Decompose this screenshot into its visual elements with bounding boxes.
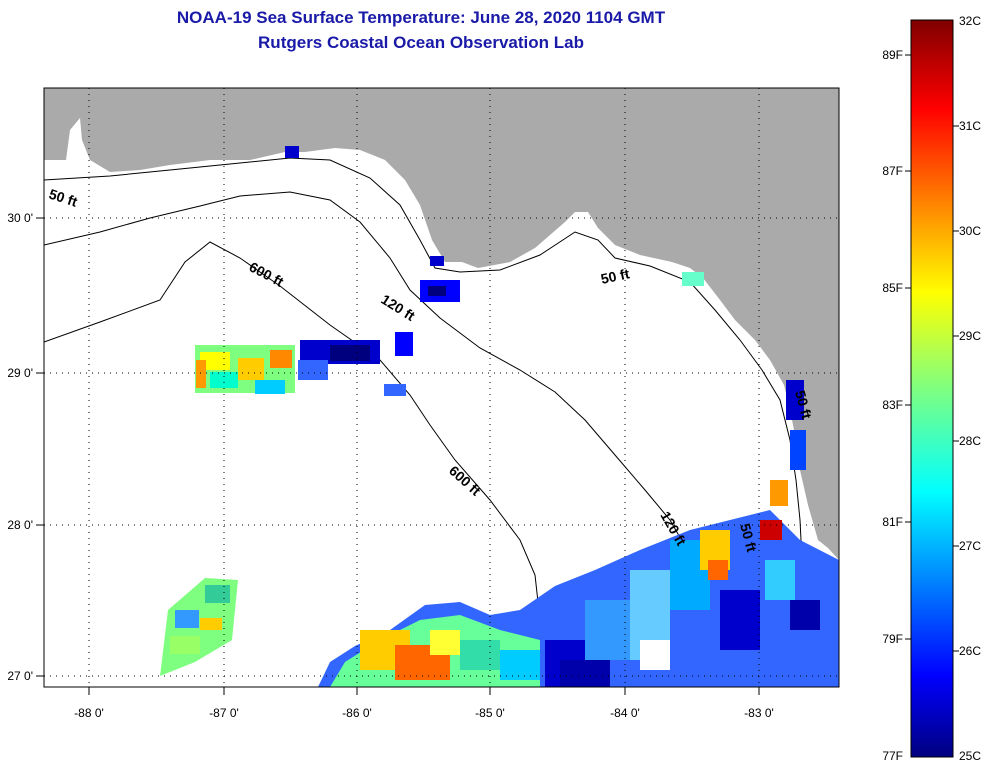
colorbar-celsius-label: 32C [959,14,981,28]
isobath-label: 50 ft [737,522,760,554]
colorbar-ticks [905,54,959,652]
lon-label: -86 0' [342,706,372,720]
colorbar-celsius-label: 31C [959,119,981,133]
lon-label: -85 0' [475,706,505,720]
isobath-label: 50 ft [792,389,815,421]
lat-label: 30 0' [7,211,33,225]
colorbar-fahrenheit-label: 83F [882,398,903,412]
colorbar-fahrenheit-label: 81F [882,515,903,529]
lat-label: 27 0' [7,669,33,683]
colorbar-celsius-label: 25C [959,749,981,763]
colorbar-fahrenheit-label: 85F [882,281,903,295]
colorbar-celsius-label: 27C [959,539,981,553]
land-mass [44,88,839,560]
colorbar-fahrenheit-label: 79F [882,632,903,646]
lat-label: 28 0' [7,518,33,532]
sst-data-layer [160,146,839,687]
map-subtitle: Rutgers Coastal Ocean Observation Lab [258,33,584,52]
lon-label: -84 0' [610,706,640,720]
colorbar-fahrenheit-label: 89F [882,48,903,62]
isobath-label: 50 ft [599,265,631,287]
colorbar [910,19,954,758]
lon-label: -83 0' [744,706,774,720]
isobath-50ft [44,157,827,687]
colorbar-celsius-label: 30C [959,224,981,238]
graticule [44,88,839,687]
colorbar-celsius-label: 29C [959,329,981,343]
lon-label: -87 0' [209,706,239,720]
map-title: NOAA-19 Sea Surface Temperature: June 28… [176,8,666,27]
colorbar-celsius-label: 28C [959,434,981,448]
colorbar-celsius-label: 26C [959,644,981,658]
colorbar-fahrenheit-label: 77F [882,749,903,763]
lon-label: -88 0' [74,706,104,720]
axis-ticks [36,217,760,695]
colorbar-fahrenheit-label: 87F [882,164,903,178]
lat-label: 29 0' [7,366,33,380]
